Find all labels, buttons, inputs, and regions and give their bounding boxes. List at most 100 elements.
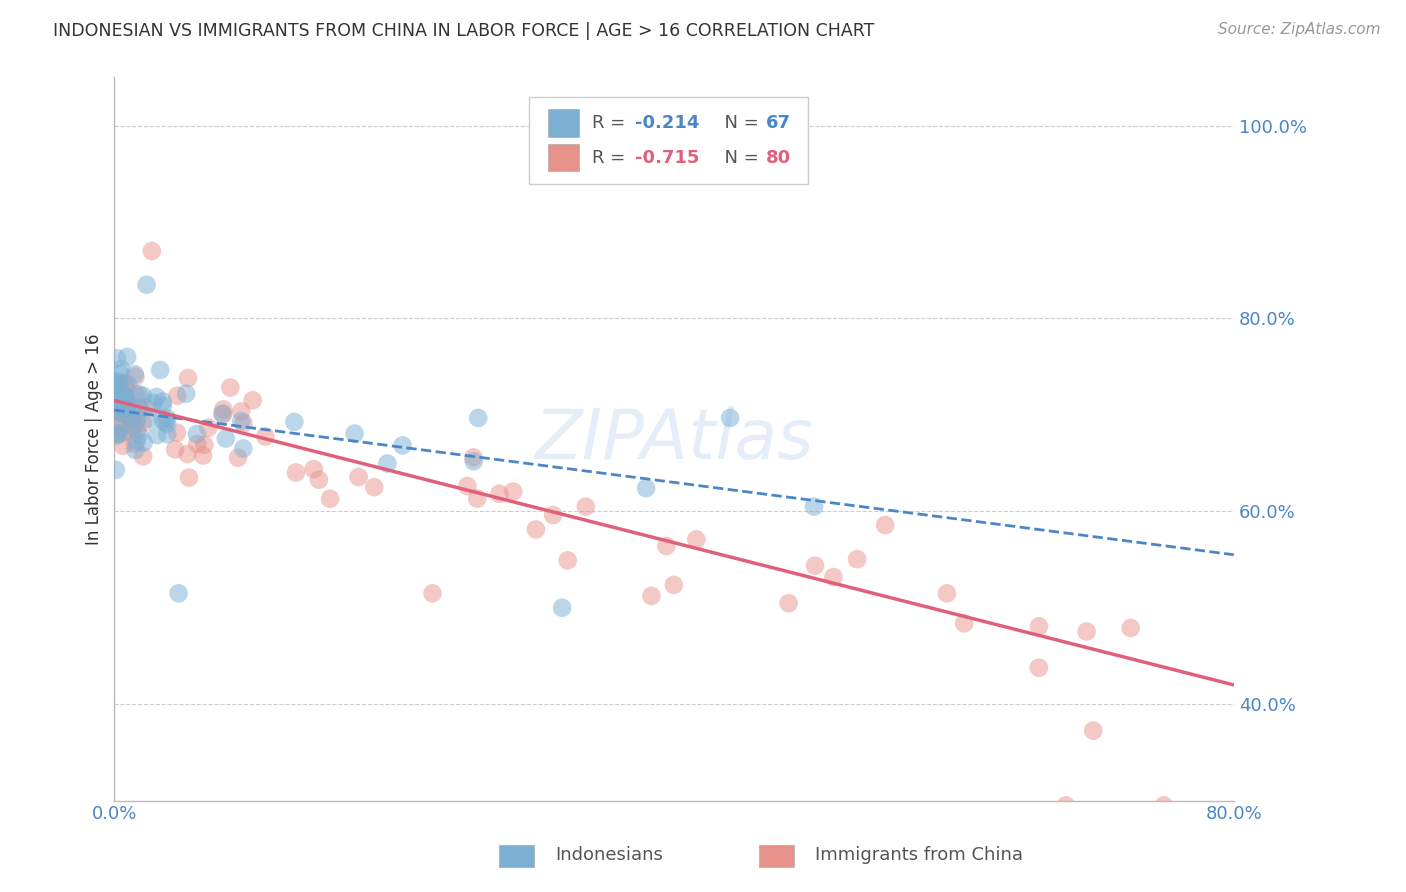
Text: Source: ZipAtlas.com: Source: ZipAtlas.com	[1218, 22, 1381, 37]
Point	[156, 427, 179, 442]
Point	[105, 351, 128, 366]
Point	[1083, 723, 1105, 738]
FancyBboxPatch shape	[529, 97, 808, 184]
Point	[120, 414, 142, 428]
Point	[177, 371, 200, 385]
Point	[104, 395, 127, 409]
Point	[105, 403, 128, 417]
Point	[105, 419, 128, 434]
Point	[953, 616, 976, 631]
Point	[132, 389, 155, 403]
Point	[124, 442, 146, 457]
Point	[232, 442, 254, 456]
Point	[152, 394, 174, 409]
Text: R =: R =	[592, 149, 631, 167]
Point	[124, 368, 146, 382]
Point	[1054, 798, 1077, 813]
Point	[107, 384, 129, 399]
Point	[166, 425, 188, 440]
Point	[456, 479, 478, 493]
Text: Immigrants from China: Immigrants from China	[815, 846, 1024, 863]
Point	[105, 426, 128, 441]
Point	[823, 570, 845, 584]
Point	[640, 589, 662, 603]
Text: ZIPAtlas: ZIPAtlas	[534, 406, 814, 473]
Point	[391, 438, 413, 452]
Point	[114, 392, 136, 406]
Point	[488, 487, 510, 501]
Point	[575, 500, 598, 514]
Point	[117, 377, 139, 392]
Point	[128, 387, 150, 401]
Point	[167, 586, 190, 600]
Point	[778, 596, 800, 610]
Point	[132, 450, 155, 464]
Point	[110, 362, 132, 376]
Point	[1028, 661, 1050, 675]
Point	[110, 407, 132, 421]
Point	[718, 410, 741, 425]
Text: N =: N =	[713, 114, 765, 132]
Point	[108, 427, 131, 442]
Point	[125, 423, 148, 437]
Point	[132, 435, 155, 450]
Text: -0.715: -0.715	[636, 149, 699, 167]
Point	[463, 450, 485, 465]
Point	[108, 376, 131, 390]
Point	[146, 428, 169, 442]
Point	[138, 411, 160, 425]
Point	[685, 533, 707, 547]
Point	[125, 434, 148, 449]
Point	[1028, 619, 1050, 633]
Point	[231, 404, 253, 418]
Point	[108, 367, 131, 381]
Point	[104, 425, 127, 440]
Point	[193, 438, 215, 452]
Point	[463, 454, 485, 468]
FancyBboxPatch shape	[547, 109, 579, 136]
Point	[541, 508, 564, 522]
Text: 67: 67	[766, 114, 792, 132]
Point	[557, 553, 579, 567]
Point	[114, 381, 136, 395]
Point	[104, 377, 127, 392]
Point	[114, 388, 136, 402]
Point	[105, 374, 128, 388]
Point	[242, 393, 264, 408]
Point	[319, 491, 342, 506]
Point	[145, 390, 167, 404]
Point	[156, 417, 179, 432]
Point	[111, 439, 134, 453]
Point	[551, 600, 574, 615]
Point	[803, 500, 825, 514]
Point	[110, 421, 132, 435]
Point	[152, 399, 174, 413]
Point	[115, 401, 138, 415]
Point	[124, 369, 146, 384]
Point	[114, 392, 136, 406]
Point	[176, 447, 198, 461]
Point	[114, 400, 136, 414]
Point	[212, 402, 235, 417]
Point	[120, 410, 142, 425]
Point	[655, 539, 678, 553]
Point	[125, 411, 148, 425]
Point	[846, 552, 869, 566]
Point	[104, 392, 127, 406]
Y-axis label: In Labor Force | Age > 16: In Labor Force | Age > 16	[86, 334, 103, 545]
Point	[302, 462, 325, 476]
Point	[108, 379, 131, 393]
Point	[115, 350, 138, 364]
Point	[467, 411, 489, 425]
Text: -0.214: -0.214	[636, 114, 699, 132]
Point	[662, 578, 685, 592]
Point	[108, 399, 131, 413]
Point	[177, 470, 200, 484]
Point	[128, 401, 150, 415]
Text: Indonesians: Indonesians	[555, 846, 664, 863]
Text: INDONESIAN VS IMMIGRANTS FROM CHINA IN LABOR FORCE | AGE > 16 CORRELATION CHART: INDONESIAN VS IMMIGRANTS FROM CHINA IN L…	[53, 22, 875, 40]
Point	[636, 481, 658, 495]
Point	[186, 427, 208, 442]
Point	[308, 473, 330, 487]
Point	[112, 401, 135, 416]
